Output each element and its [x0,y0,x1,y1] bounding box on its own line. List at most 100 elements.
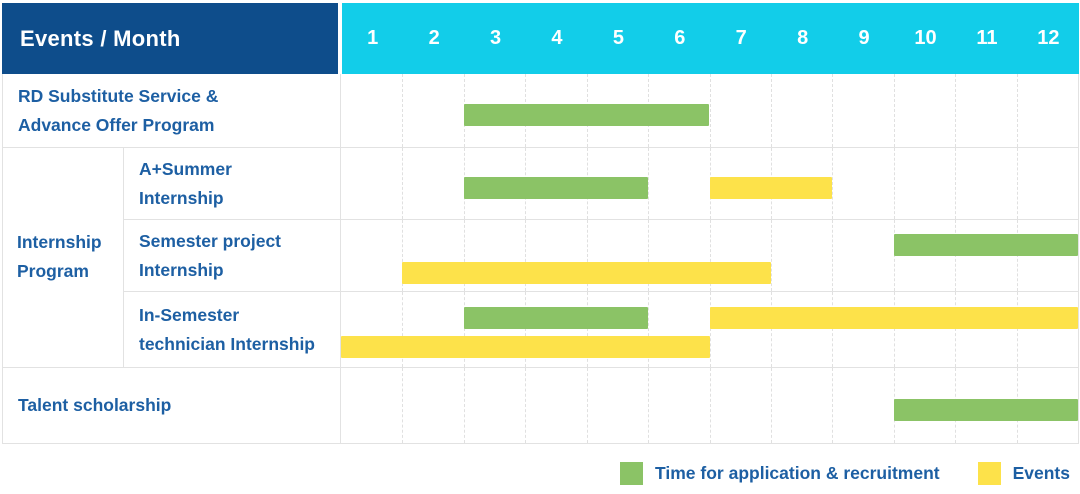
talent-scholarship-application-bar [893,399,1078,421]
month-header-8: 8 [797,27,809,49]
month-gridline [525,368,527,443]
row-label-talent-scholarship: Talent scholarship [3,367,340,443]
month-header-4: 4 [551,27,563,49]
row-rd-substitute-service: RD Substitute Service & Advance Offer Pro… [3,74,1078,147]
in-semester-technician-internship-application-bar [463,307,649,329]
month-gridline [955,292,957,367]
month-gridline [709,220,711,291]
chart-cells-semester-project-internship [341,219,1078,291]
month-gridline [402,368,404,443]
legend-item-yellow: Events [977,461,1070,485]
chart-cells-a-plus-summer-internship [341,147,1078,219]
month-gridline [709,74,711,147]
month-gridline [770,220,772,291]
row-label-line: Internship [139,259,224,280]
month-gridline [955,148,957,219]
month-gridline [648,292,650,367]
table-body: RD Substitute Service & Advance Offer Pro… [2,74,1079,444]
label-area-talent-scholarship: Talent scholarship [3,367,341,443]
month-gridline [648,368,650,443]
month-gridline [525,292,527,367]
row-in-semester-technician-internship: In-Semester technician Internship [3,291,1078,367]
month-gridline [648,148,650,219]
row-talent-scholarship: Talent scholarship [3,367,1078,443]
month-gridline [586,220,588,291]
month-gridline [893,148,895,219]
month-gridline [402,74,404,147]
month-header-12: 12 [1037,27,1060,49]
month-gridline [832,74,834,147]
legend-label: Events [1012,462,1070,483]
month-gridline [1016,148,1018,219]
legend-label: Time for application & recruitment [655,462,940,483]
row-label-line: Talent scholarship [18,395,172,415]
month-gridline [893,74,895,147]
month-header-11: 11 [976,27,998,49]
month-gridline [893,292,895,367]
label-area-rd-substitute-service: RD Substitute Service & Advance Offer Pro… [3,74,341,147]
schedule-table: Events / Month 1 2 3 4 5 6 7 8 9 10 11 12 RD Substi… [2,3,1079,444]
group-spacer [3,147,124,219]
row-group-internship-program: Internship Program [3,147,124,367]
month-gridline [402,220,404,291]
legend-swatch-yellow [977,461,1001,485]
row-label-line: Advance Offer Program [18,114,215,135]
legend: Time for application & recruitment Events [0,456,1070,490]
legend-item-green: Time for application & recruitment [620,461,940,485]
semester-project-internship-event-bar [402,262,771,284]
month-gridline [955,74,957,147]
row-label-line: RD Substitute Service & [18,85,219,106]
label-area-in-semester-technician-internship: In-Semester technician Internship [3,291,341,367]
in-semester-technician-internship-event-bar [709,307,1078,329]
month-gridline [709,368,711,443]
label-area-a-plus-summer-internship: A+Summer Internship [3,147,341,219]
month-gridline [402,148,404,219]
month-gridline [586,368,588,443]
row-label-rd-substitute-service: RD Substitute Service & Advance Offer Pro… [3,74,340,147]
month-header-3: 3 [489,27,502,49]
row-label-line: In-Semester [139,304,240,325]
a-plus-summer-internship-event-bar [709,177,833,199]
row-a-plus-summer-internship: A+Summer Internship [3,147,1078,219]
row-label-line: technician Internship [139,333,315,354]
month-gridline [770,292,772,367]
month-gridline [525,220,527,291]
semester-project-internship-application-bar [893,234,1078,256]
month-gridline [1016,292,1018,367]
month-gridline [770,368,772,443]
month-header-2: 2 [428,27,440,49]
month-gridline [709,292,711,367]
month-gridline [463,220,465,291]
month-gridline [1016,74,1018,147]
group-spacer [3,291,124,367]
month-gridline [463,368,465,443]
chart-cells-talent-scholarship [341,367,1078,443]
chart-cells-in-semester-technician-internship [341,291,1078,367]
month-gridline [586,292,588,367]
month-header-10: 10 [914,27,937,49]
group-label-line: Internship [17,232,102,252]
row-semester-project-internship: Semester project Internship [3,219,1078,291]
group-label-line: Program [17,261,89,281]
row-label-in-semester-technician-internship: In-Semester technician Internship [124,291,340,367]
month-gridline [402,292,404,367]
legend-swatch-green [620,461,644,485]
month-header-strip: 1 2 3 4 5 6 7 8 9 10 11 12 [342,3,1079,74]
month-gridline [463,292,465,367]
in-semester-technician-internship-event-bar [341,336,710,358]
chart-cells-rd-substitute-service [341,74,1078,147]
month-header-9: 9 [858,27,870,49]
month-gridline [770,74,772,147]
month-gridline [648,220,650,291]
row-label-line: A+Summer [139,158,232,179]
month-header-5: 5 [612,27,624,49]
row-label-a-plus-summer-internship: A+Summer Internship [124,147,340,219]
a-plus-summer-internship-application-bar [463,177,649,199]
rd-substitute-service-application-bar [463,104,710,126]
month-header-1: 1 [367,27,379,49]
row-label-semester-project-internship: Semester project Internship [124,219,340,291]
month-header-6: 6 [674,27,686,49]
row-label-line: Semester project [139,230,282,251]
month-header-7: 7 [735,27,747,49]
